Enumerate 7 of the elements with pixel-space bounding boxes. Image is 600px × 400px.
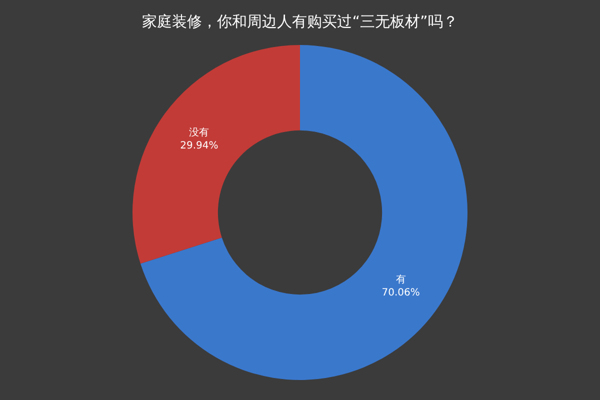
data-label: 70.06% [382,288,420,299]
donut-slice [132,45,300,264]
slice-label: 有 [396,274,406,286]
slice-label: 没有 [189,126,210,138]
donut-slice [140,45,468,380]
data-label: 29.94% [180,140,218,152]
chart-title: 家庭装修，你和周边人有购买过“三无板材”吗？ [142,12,458,30]
